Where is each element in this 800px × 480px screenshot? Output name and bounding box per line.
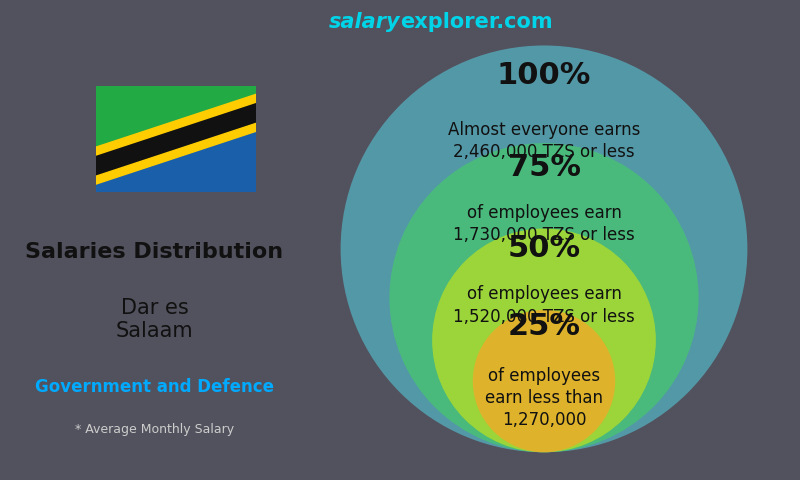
Text: 75%: 75%: [507, 153, 581, 182]
Text: of employees earn
1,520,000 TZS or less: of employees earn 1,520,000 TZS or less: [453, 286, 635, 325]
Text: 25%: 25%: [507, 312, 581, 341]
Circle shape: [473, 310, 615, 452]
Text: salary: salary: [328, 12, 400, 32]
Circle shape: [432, 228, 656, 452]
Text: of employees
earn less than
1,270,000: of employees earn less than 1,270,000: [485, 367, 603, 429]
Polygon shape: [96, 123, 256, 192]
Text: Salaries Distribution: Salaries Distribution: [26, 242, 284, 262]
Text: of employees earn
1,730,000 TZS or less: of employees earn 1,730,000 TZS or less: [453, 204, 635, 244]
Polygon shape: [96, 95, 256, 155]
Circle shape: [390, 143, 698, 452]
Text: 50%: 50%: [507, 234, 581, 264]
Circle shape: [341, 46, 747, 452]
Polygon shape: [96, 86, 256, 176]
Text: explorer.com: explorer.com: [400, 12, 553, 32]
Text: Dar es
Salaam: Dar es Salaam: [116, 298, 194, 341]
Text: Government and Defence: Government and Defence: [35, 378, 274, 396]
Polygon shape: [96, 123, 256, 184]
Text: 100%: 100%: [497, 61, 591, 91]
Text: Almost everyone earns
2,460,000 TZS or less: Almost everyone earns 2,460,000 TZS or l…: [448, 121, 640, 161]
Polygon shape: [96, 102, 256, 176]
Text: * Average Monthly Salary: * Average Monthly Salary: [75, 423, 234, 436]
